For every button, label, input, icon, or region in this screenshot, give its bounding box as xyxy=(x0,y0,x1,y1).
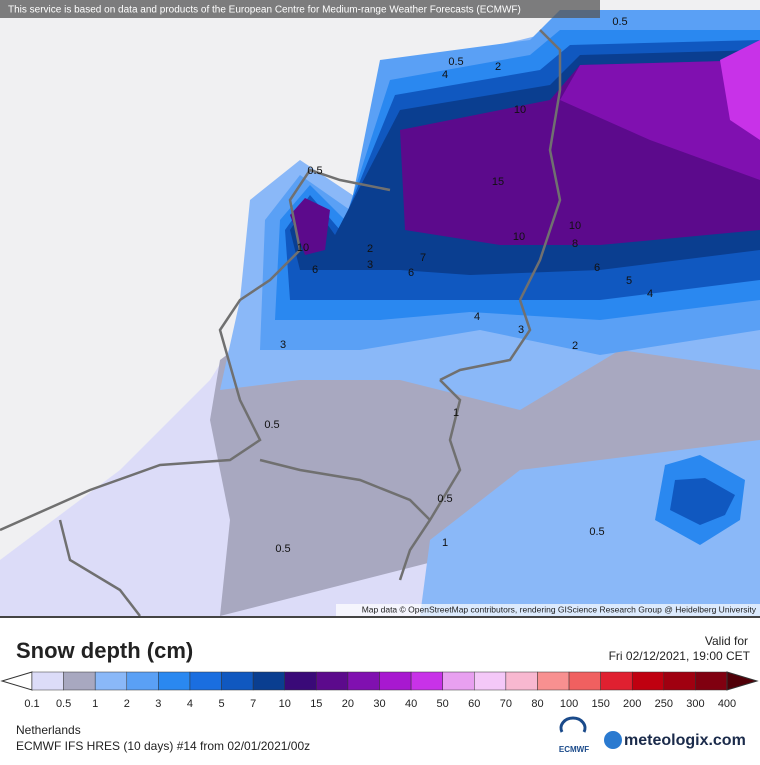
colorbar-tick-label: 15 xyxy=(310,698,322,710)
legend-title: Snow depth (cm) xyxy=(16,638,193,663)
contour-label: 3 xyxy=(367,259,373,271)
contour-label: 2 xyxy=(367,243,373,255)
contour-label: 2 xyxy=(572,340,578,352)
colorbar-swatch xyxy=(568,671,601,691)
contour-label: 5 xyxy=(626,275,632,287)
colorbar-swatch xyxy=(474,671,507,691)
borders xyxy=(0,29,562,617)
colorbar-over xyxy=(726,671,759,691)
contour-label: 2 xyxy=(495,61,501,73)
contour-label: 4 xyxy=(442,69,448,81)
contour-label: 0.5 xyxy=(264,419,279,431)
colorbar-swatch xyxy=(94,671,128,691)
colorbar-swatch xyxy=(537,671,570,691)
colorbar-tick-label: 60 xyxy=(468,698,480,710)
colorbar-tick-label: 30 xyxy=(373,698,385,710)
ecmwf-icon xyxy=(559,716,587,733)
colorbar-tick-label: 40 xyxy=(405,698,417,710)
colorbar-tick-label: 1 xyxy=(92,698,98,710)
colorbar-tick-label: 4 xyxy=(187,698,193,710)
colorbar-under xyxy=(0,671,33,691)
colorbar-swatch xyxy=(158,671,191,691)
contour-label: 0.5 xyxy=(275,543,290,555)
contour-label: 1 xyxy=(442,537,448,549)
attribution-bg xyxy=(336,604,760,616)
contour-label: 4 xyxy=(647,288,653,300)
colorbar-swatch xyxy=(347,671,380,691)
colorbar-tick-label: 20 xyxy=(342,698,354,710)
contour-label: 10 xyxy=(297,242,309,254)
contour-label: 15 xyxy=(492,176,504,188)
colorbar-swatch xyxy=(316,671,349,691)
notice: This service is based on data and produc… xyxy=(8,5,521,16)
contour-label: 6 xyxy=(312,264,318,276)
contour-label: 6 xyxy=(594,262,600,274)
contour-label: 0.5 xyxy=(448,56,463,68)
contour-label: 8 xyxy=(572,238,578,250)
contour-label: 10 xyxy=(513,231,525,243)
colorbar-swatch xyxy=(284,671,317,691)
colorbar-tick-label: 10 xyxy=(279,698,291,710)
brand: meteologix.com xyxy=(624,732,746,749)
colorbar-swatch xyxy=(63,671,96,691)
colorbar-tick-label: 5 xyxy=(218,698,224,710)
colorbar-tick-label: 100 xyxy=(560,698,578,710)
colorbar-swatch xyxy=(126,671,159,691)
valid-time: Fri 02/12/2021, 19:00 CET xyxy=(609,649,751,663)
colorbar-tick-label: 400 xyxy=(718,698,736,710)
contour-label: 0.5 xyxy=(437,493,452,505)
ecmwf-logo: ECMWF xyxy=(559,745,589,754)
contour-label: 0.5 xyxy=(589,526,604,538)
colorbar-tick-label: 80 xyxy=(531,698,543,710)
contour-label: 4 xyxy=(474,311,480,323)
colorbar-tick-label: 70 xyxy=(500,698,512,710)
colorbar-swatch xyxy=(505,671,538,691)
contour-labels: 0.50.54210150.5106236710108654432310.50.… xyxy=(264,16,653,555)
colorbar-swatch xyxy=(379,671,412,691)
colorbar-swatch xyxy=(189,671,222,691)
contour-label: 6 xyxy=(408,267,414,279)
contour-label: 10 xyxy=(514,104,526,116)
colorbar-tick-label: 0.5 xyxy=(56,698,71,710)
colorbar-swatch xyxy=(695,671,728,691)
contour-label: 0.5 xyxy=(612,16,627,28)
valid-label: Valid for xyxy=(705,634,748,648)
brand-icon xyxy=(604,731,622,749)
colorbar-swatch xyxy=(600,671,633,691)
contour-label: 0.5 xyxy=(307,165,322,177)
colorbar-swatch xyxy=(663,671,696,691)
colorbar-tick-label: 0.1 xyxy=(24,698,39,710)
colorbar-tick-label: 2 xyxy=(124,698,130,710)
colorbar-tick-label: 150 xyxy=(591,698,609,710)
colorbar-swatch xyxy=(31,671,64,691)
colorbar-swatch xyxy=(410,671,443,691)
colorbar-tick-label: 250 xyxy=(655,698,673,710)
contour-label: 3 xyxy=(280,339,286,351)
colorbar-tick-label: 3 xyxy=(155,698,161,710)
colorbar-swatch xyxy=(631,671,665,691)
snow-bands xyxy=(0,10,760,616)
model-run: ECMWF IFS HRES (10 days) #14 from 02/01/… xyxy=(16,739,310,753)
colorbar-swatch xyxy=(442,671,475,691)
region: Netherlands xyxy=(16,723,81,737)
attribution: Map data © OpenStreetMap contributors, r… xyxy=(362,604,757,614)
colorbar-tick-label: 300 xyxy=(686,698,704,710)
contour-label: 1 xyxy=(453,407,459,419)
notice-bar xyxy=(0,0,600,18)
colorbar-swatch xyxy=(221,671,254,691)
colorbar-tick-label: 7 xyxy=(250,698,256,710)
contour-label: 3 xyxy=(518,324,524,336)
colorbar-tick-label: 50 xyxy=(437,698,449,710)
colorbar-swatch xyxy=(252,671,285,691)
colorbar-tick-label: 200 xyxy=(623,698,641,710)
colorbar: 0.1 0.5 1 2 3 4 5 7 10 15 20 30 40 50 60 70 80 100 150 200 2… xyxy=(0,671,759,710)
contour-label: 7 xyxy=(420,252,426,264)
contour-label: 10 xyxy=(569,220,581,232)
